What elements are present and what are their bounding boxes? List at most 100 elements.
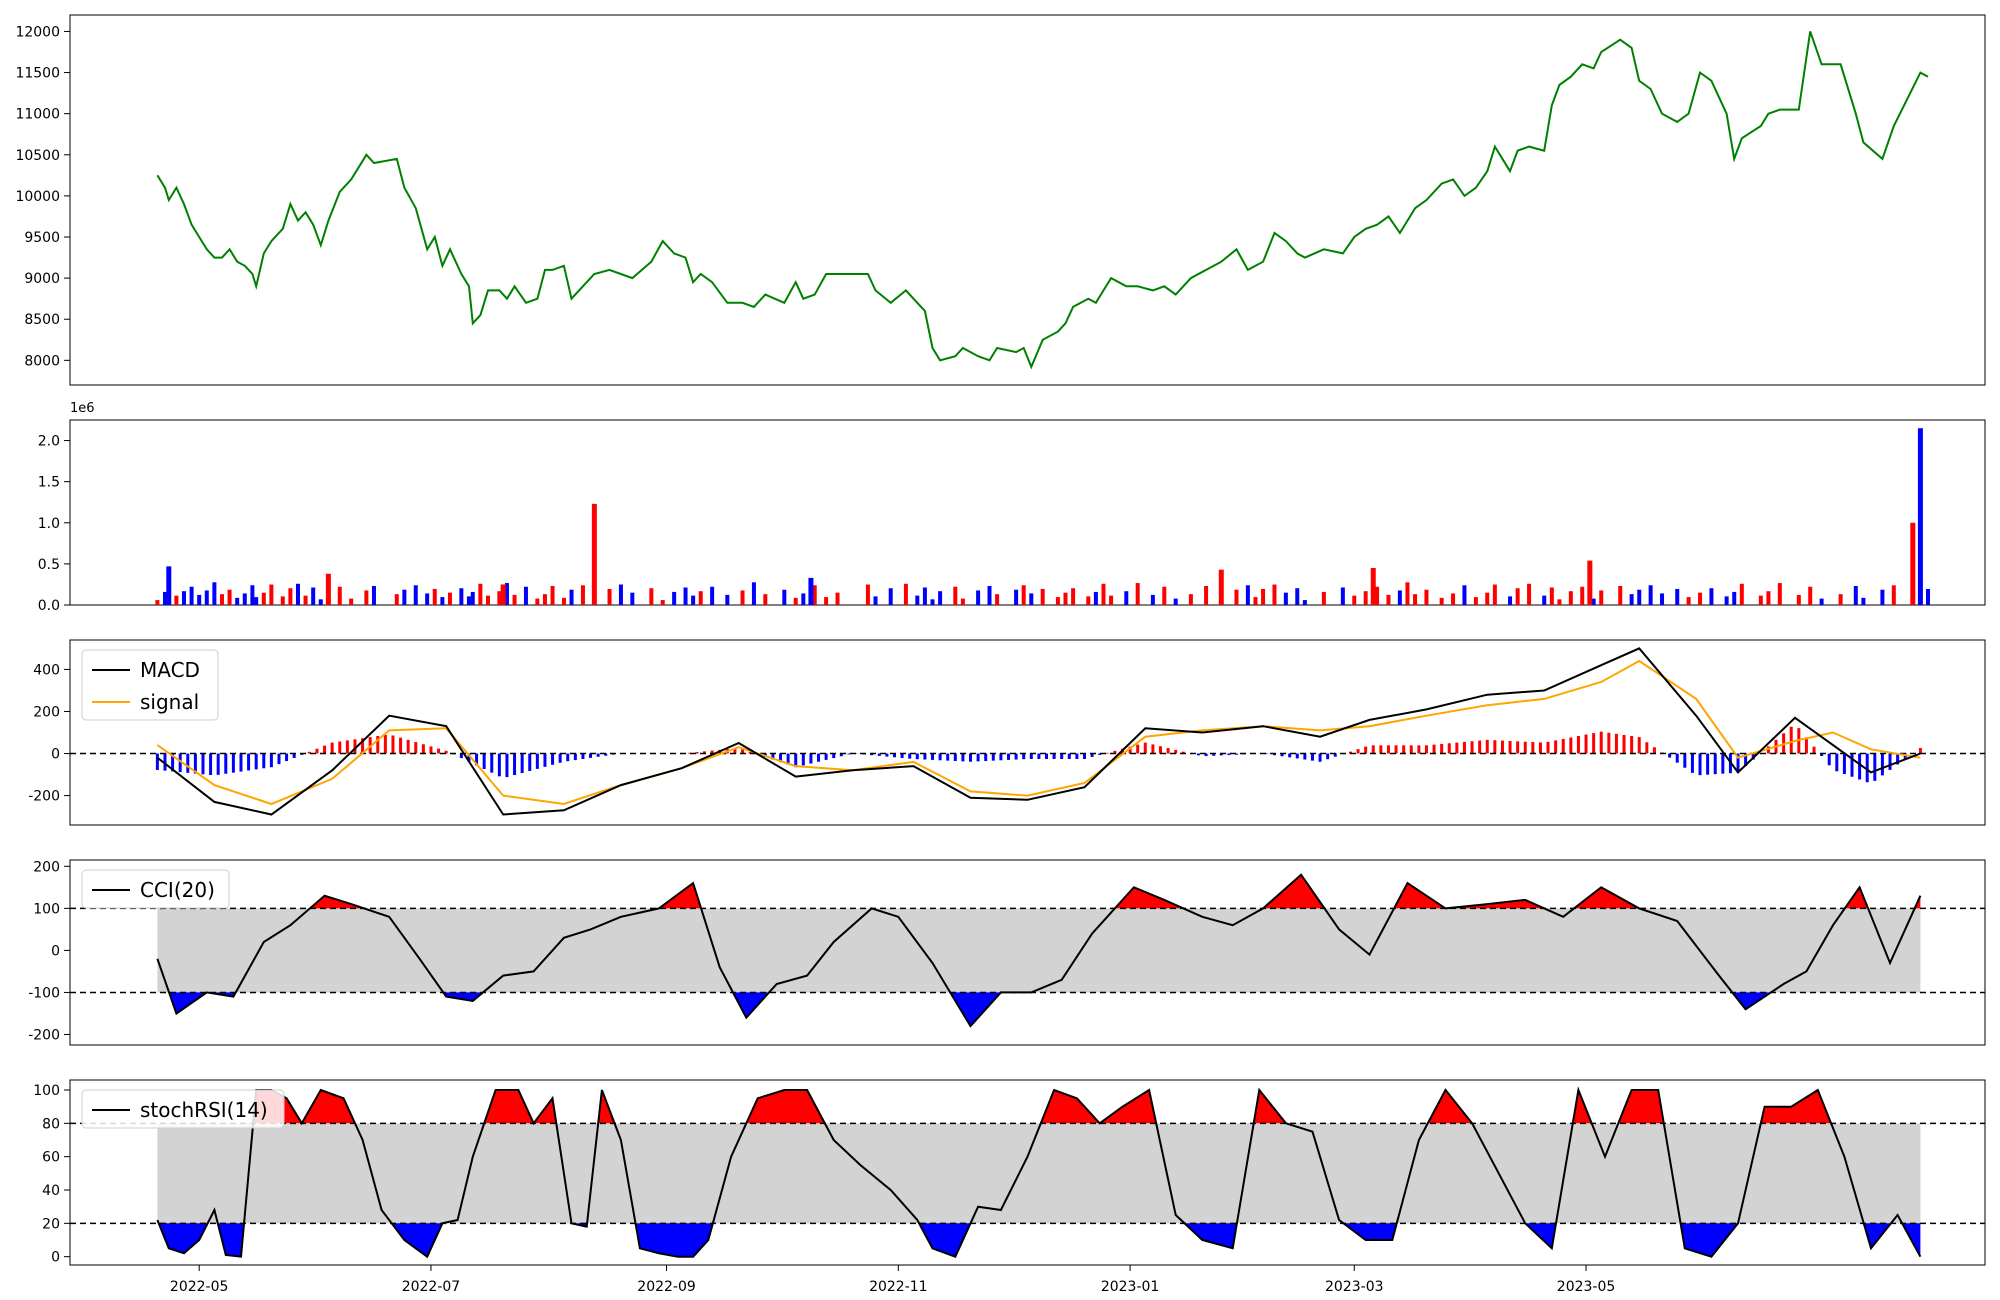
panel-4-oversold-fill — [1863, 1223, 1891, 1249]
volume-bar — [337, 586, 342, 605]
volume-bar — [189, 586, 194, 605]
macd-histogram-bar — [1288, 753, 1292, 758]
volume-bar — [649, 588, 654, 605]
volume-bar — [542, 594, 547, 605]
macd-histogram-bar — [247, 753, 251, 771]
macd-histogram-bar — [239, 753, 243, 772]
volume-bar — [1492, 584, 1497, 605]
macd-histogram-bar — [269, 753, 273, 768]
volume-bar — [402, 589, 407, 605]
macd-histogram-bar — [1873, 753, 1877, 781]
macd-histogram-bar — [277, 753, 281, 765]
macd-histogram-bar — [1143, 742, 1147, 754]
macd-histogram-bar — [1037, 753, 1041, 759]
panel-0-ytick-label: 10000 — [15, 189, 60, 205]
panel-3-oversold-fill — [1732, 992, 1771, 1010]
macd-histogram-bar — [953, 753, 957, 761]
legend-label-cci-20-: CCI(20) — [140, 878, 215, 902]
macd-histogram-bar — [482, 753, 486, 770]
panel-0-ytick-label: 9000 — [24, 271, 60, 287]
panel-4-overbought-fill — [1253, 1090, 1286, 1124]
volume-bar — [660, 600, 665, 605]
xtick-label: 2023-01 — [1101, 1279, 1160, 1295]
macd-histogram-bar — [201, 753, 205, 775]
volume-bar — [1451, 593, 1456, 605]
volume-bar — [1173, 598, 1178, 605]
volume-spike-bar — [808, 577, 814, 605]
macd-histogram-bar — [961, 753, 965, 762]
volume-spike-bar — [1218, 569, 1224, 605]
volume-bar — [1340, 587, 1345, 605]
volume-bar — [371, 586, 376, 605]
volume-bar — [181, 591, 186, 605]
volume-bar — [550, 586, 555, 605]
volume-bar — [1557, 599, 1562, 605]
macd-histogram-bar — [1554, 740, 1558, 754]
macd-histogram-bar — [589, 753, 593, 758]
xtick-label: 2022-11 — [869, 1279, 928, 1295]
volume-bar — [1439, 597, 1444, 605]
panel-3-overbought-fill — [1844, 887, 1869, 909]
macd-histogram-bar — [1440, 743, 1444, 754]
volume-bar — [1618, 586, 1623, 605]
macd-histogram-bar — [1348, 751, 1352, 754]
macd-histogram-bar — [710, 750, 714, 754]
macd-histogram-bar — [345, 740, 349, 754]
macd-histogram-bar — [946, 753, 950, 761]
macd-histogram-bar — [908, 753, 912, 759]
volume-bar — [269, 584, 274, 605]
macd-histogram-bar — [186, 753, 190, 773]
macd-histogram-bar — [361, 738, 365, 754]
macd-histogram-bar — [1500, 740, 1504, 754]
panel-3-oversold-fill — [169, 992, 207, 1014]
macd-histogram-bar — [1736, 753, 1740, 773]
panel-1-ytick-label: 1.5 — [38, 475, 60, 491]
macd-histogram-bar — [1105, 752, 1109, 754]
panel-1-ytick-label: 1.0 — [38, 516, 60, 532]
volume-bar — [1124, 591, 1129, 605]
macd-histogram-bar — [1812, 746, 1816, 754]
volume-bar — [835, 592, 840, 605]
volume-bar — [1188, 594, 1193, 605]
macd-histogram-bar — [330, 742, 334, 754]
macd-histogram-bar — [893, 753, 897, 758]
volume-bar — [793, 597, 798, 605]
volume-spike-bar — [166, 566, 172, 605]
volume-bar — [504, 583, 509, 605]
macd-histogram-bar — [1432, 744, 1436, 754]
panel-0-ytick-label: 11000 — [15, 107, 60, 123]
macd-histogram-bar — [528, 753, 532, 771]
macd-histogram-bar — [771, 753, 775, 760]
macd-histogram-bar — [1880, 753, 1884, 776]
macd-histogram-bar — [155, 753, 159, 770]
macd-histogram-bar — [786, 753, 790, 765]
volume-spike-bar — [1370, 568, 1376, 605]
volume-bar — [1568, 591, 1573, 605]
volume-bar — [535, 598, 540, 605]
volume-bar — [580, 585, 585, 605]
macd-histogram-bar — [1569, 737, 1573, 754]
volume-bar — [960, 598, 965, 605]
macd-histogram-bar — [1196, 753, 1200, 756]
volume-bar — [1629, 594, 1634, 605]
volume-bar — [1808, 586, 1813, 605]
macd-histogram-bar — [877, 753, 881, 756]
macd-histogram-bar — [1098, 753, 1102, 755]
panel-4-ytick-label: 0 — [51, 1250, 60, 1266]
macd-histogram-bar — [1082, 753, 1086, 759]
volume-spike-bar — [500, 584, 506, 605]
panel-3-oversold-fill — [733, 992, 770, 1018]
volume-bar — [782, 589, 787, 605]
volume-bar — [1283, 592, 1288, 605]
macd-histogram-bar — [1698, 753, 1702, 776]
macd-histogram-bar — [976, 753, 980, 762]
macd-histogram-bar — [171, 753, 175, 772]
volume-bar — [440, 597, 445, 605]
volume-bar — [174, 595, 179, 605]
panel-1-frame — [69, 419, 1986, 606]
volume-bar — [1086, 596, 1091, 605]
panel-4-oversold-fill — [919, 1223, 971, 1257]
macd-histogram-bar — [421, 744, 425, 754]
volume-bar — [1758, 595, 1763, 605]
macd-histogram-bar — [847, 753, 851, 755]
